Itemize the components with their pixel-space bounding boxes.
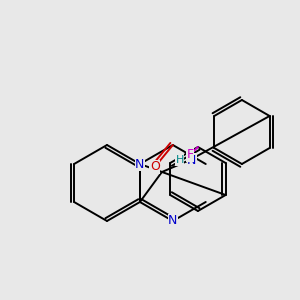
Text: N: N — [168, 214, 178, 227]
Text: O: O — [150, 160, 160, 173]
Text: F: F — [186, 148, 194, 161]
Text: N: N — [187, 154, 196, 166]
Text: N: N — [135, 158, 145, 170]
Text: H: H — [176, 155, 184, 165]
